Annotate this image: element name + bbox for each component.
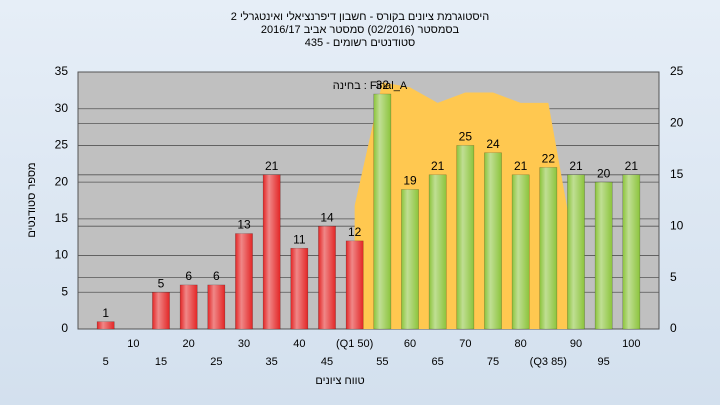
y-tick-label: 35 xyxy=(55,64,69,78)
bar-highlight xyxy=(595,182,613,329)
x-tick-label: 75 xyxy=(487,356,499,368)
bar-highlight xyxy=(484,152,502,329)
value-label: 19 xyxy=(403,174,417,188)
x-tick-label: 25 xyxy=(210,356,222,368)
x-tick-label: 90 xyxy=(570,338,582,350)
y-tick-label: 15 xyxy=(55,211,69,225)
bar-highlight xyxy=(235,233,253,329)
bar-highlight xyxy=(401,189,419,329)
bar-highlight xyxy=(512,174,530,329)
value-label: 6 xyxy=(185,269,192,283)
x-tick-label: 30 xyxy=(238,338,250,350)
x-tick-label: 70 xyxy=(459,338,471,350)
bar-highlight xyxy=(152,292,170,329)
chart-title: היסטוגרמת ציונים בקורס - חשבון דיפרנציאל… xyxy=(231,10,489,23)
chart-subtitle: בסמסטר (02/2016) סמסטר אביב 2016/17 xyxy=(261,24,460,36)
x-tick-label: 5 xyxy=(103,356,109,368)
bar-highlight xyxy=(539,167,557,329)
chart-subtitle: סטודנטים רשומים - 435 xyxy=(305,37,416,49)
bar-highlight xyxy=(373,94,391,330)
y2-tick-label: 5 xyxy=(670,270,677,284)
annotation: בחינה : Final_A xyxy=(333,80,408,92)
value-label: 5 xyxy=(158,276,165,290)
value-label: 11 xyxy=(293,232,306,246)
x-tick-label: 95 xyxy=(598,356,610,368)
bar-highlight xyxy=(97,321,115,329)
bar-highlight xyxy=(207,284,225,329)
bar-highlight xyxy=(180,284,198,329)
y-tick-label: 10 xyxy=(55,248,69,262)
x-tick-label: 55 xyxy=(376,356,388,368)
y2-tick-label: 0 xyxy=(670,321,677,335)
x-tick-label: (Q1 50) xyxy=(336,338,373,350)
y2-tick-label: 10 xyxy=(670,218,684,232)
value-label: 24 xyxy=(486,137,500,151)
y2-tick-label: 15 xyxy=(670,167,684,181)
x-tick-label: 65 xyxy=(432,356,444,368)
y-tick-label: 0 xyxy=(61,321,68,335)
value-label: 25 xyxy=(459,130,473,144)
y-axis-label: מספר סטודנטים xyxy=(26,162,38,237)
value-label: 21 xyxy=(625,159,639,173)
bar-highlight xyxy=(318,226,336,329)
value-label: 14 xyxy=(320,210,334,224)
value-label: 20 xyxy=(597,166,611,180)
value-label: 21 xyxy=(431,159,445,173)
value-label: 21 xyxy=(569,159,583,173)
x-tick-label: 45 xyxy=(321,356,333,368)
bar-highlight xyxy=(346,240,364,329)
y-tick-label: 5 xyxy=(61,284,68,298)
y-tick-label: 20 xyxy=(55,174,69,188)
x-tick-label: (Q3 85) xyxy=(530,356,567,368)
x-tick-label: 60 xyxy=(404,338,416,350)
y2-tick-label: 25 xyxy=(670,64,684,78)
bar-highlight xyxy=(622,174,640,329)
y2-tick-label: 20 xyxy=(670,116,684,130)
bar-highlight xyxy=(567,174,585,329)
value-label: 12 xyxy=(348,225,362,239)
x-axis-label: טווח ציונים xyxy=(315,375,364,387)
value-label: 1 xyxy=(102,306,109,320)
value-label: 32 xyxy=(376,78,390,92)
bar-highlight xyxy=(456,145,474,329)
x-tick-label: 10 xyxy=(127,338,139,350)
bar-highlight xyxy=(429,174,447,329)
x-tick-label: 100 xyxy=(622,338,640,350)
bar-highlight xyxy=(290,248,308,329)
value-label: 21 xyxy=(514,159,528,173)
value-label: 6 xyxy=(213,269,220,283)
x-tick-label: 35 xyxy=(266,356,278,368)
x-tick-label: 15 xyxy=(155,356,167,368)
x-tick-label: 40 xyxy=(293,338,305,350)
value-label: 22 xyxy=(542,152,556,166)
value-label: 13 xyxy=(237,218,251,232)
y-tick-label: 30 xyxy=(55,101,69,115)
x-tick-label: 20 xyxy=(183,338,195,350)
bar-highlight xyxy=(263,174,281,329)
y-tick-label: 25 xyxy=(55,138,69,152)
value-label: 21 xyxy=(265,159,279,173)
x-tick-label: 80 xyxy=(515,338,527,350)
